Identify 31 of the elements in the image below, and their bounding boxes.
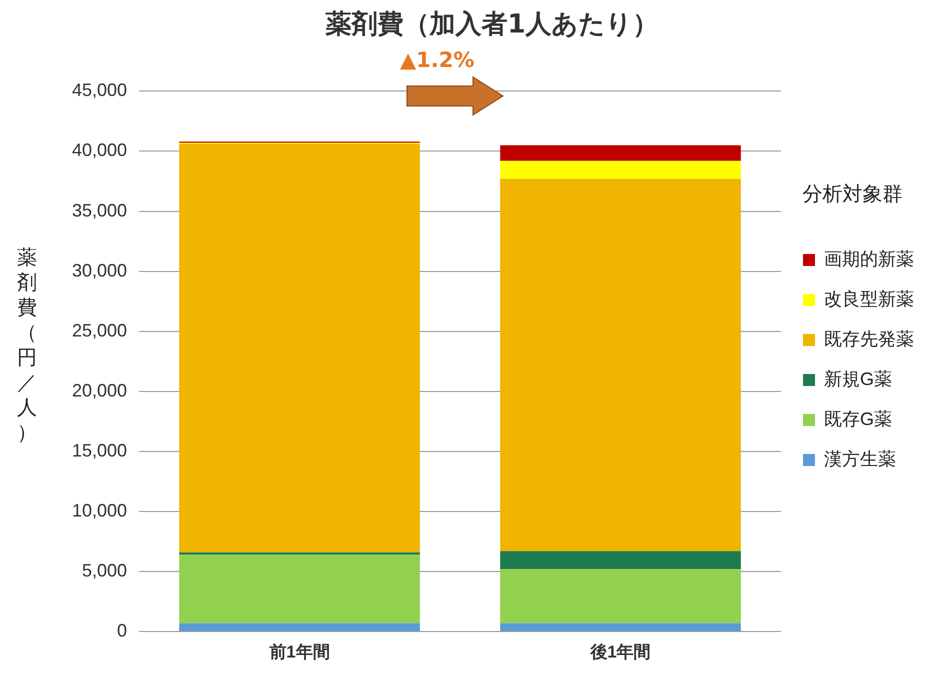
legend-label: 漢方生薬 [824,448,896,469]
bar [500,569,741,624]
legend-label: 既存G薬 [824,408,892,429]
bar [500,178,741,552]
y-axis-title: 薬剤費（円／人） [16,245,38,445]
bar [500,623,741,632]
y-tick-label: 20,000 [72,380,128,400]
bar [500,551,741,570]
legend-label: 改良型新薬 [824,288,914,309]
y-tick-label: 40,000 [72,140,128,160]
text: ▲1.2% [400,48,474,72]
x-tick-label: 後1年間 [589,642,651,662]
bar [179,144,420,552]
y-tick-label: 5,000 [82,560,128,581]
bar [179,623,420,632]
bar [179,554,420,624]
x-tick-label: 前1年間 [268,642,330,662]
bar [500,160,741,179]
y-tick-label: 25,000 [72,320,128,340]
bar [500,145,741,161]
chart-title: 薬剤費（加入者1人あたり） [324,9,659,40]
legend-label: 既存先発薬 [824,328,914,349]
y-tick-label: 35,000 [72,200,128,220]
legend-title: 分析対象群 [802,184,902,206]
y-tick-label: 30,000 [72,260,128,280]
legend-label: 新規G薬 [824,368,892,389]
y-tick-label: 0 [117,620,128,641]
legend-label: 画期的新薬 [824,248,914,269]
y-tick-label: 10,000 [72,500,128,520]
y-tick-label: 45,000 [72,80,128,100]
y-tick-label: 15,000 [72,440,128,460]
